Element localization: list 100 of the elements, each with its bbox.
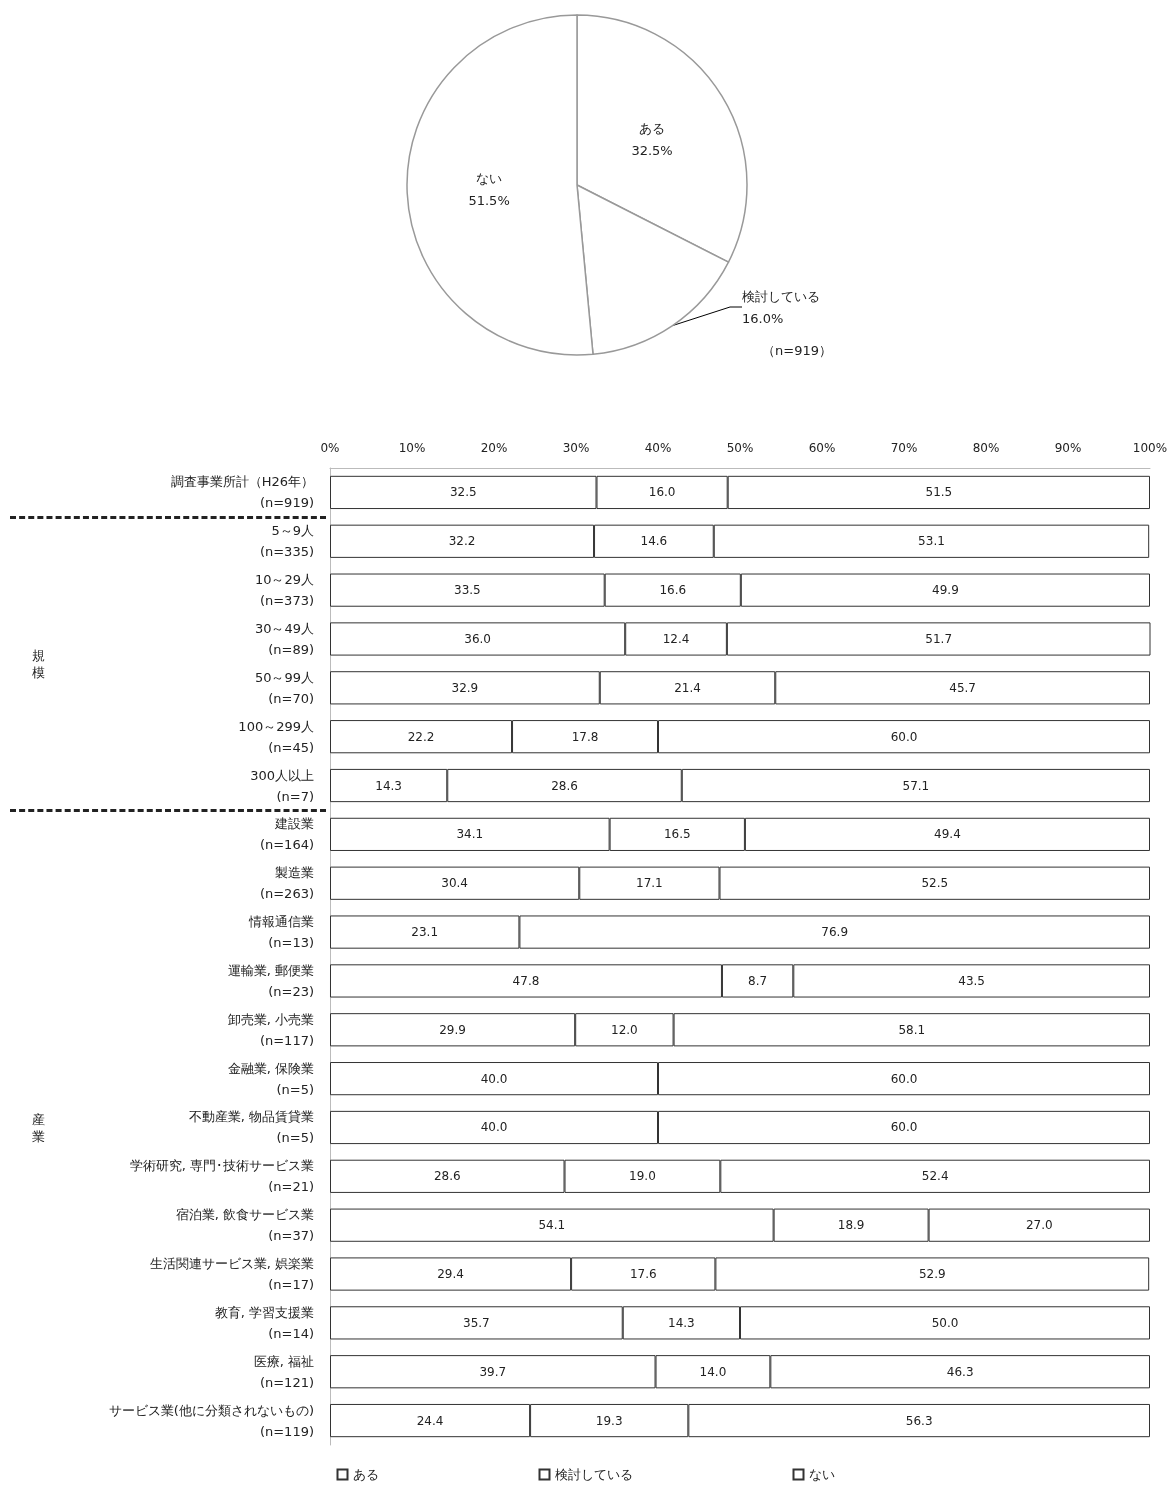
data-label: 50.0 [931, 1315, 959, 1330]
data-label: 16.0% [742, 310, 784, 326]
data-label: 52.9 [918, 1267, 946, 1282]
y-tick-label: 10～29人 (n=373) [254, 572, 314, 609]
data-label: 49.4 [934, 827, 961, 842]
y-tick-label: サービス業(他に分類されないもの) (n=119) [108, 1402, 314, 1439]
y-tick-label: 調査事業所計（H26年） (n=919) [170, 474, 314, 511]
text: 産業 [30, 1111, 46, 1146]
data-label: 49.9 [932, 583, 959, 598]
y-tick-label: 情報通信業 (n=13) [248, 914, 314, 951]
y-tick-label: 300人以上 (n=7) [250, 767, 314, 804]
x-tick-label: 30% [562, 441, 590, 455]
x-tick-label: 0% [320, 441, 340, 455]
data-label: 14.6 [640, 534, 668, 549]
x-tick-label: 100% [1132, 441, 1168, 455]
x-tick-label: 50% [726, 441, 754, 455]
y-tick-label: 製造業 (n=263) [259, 865, 314, 902]
data-label: 34.1 [456, 827, 484, 842]
data-label: 27.0 [1025, 1218, 1053, 1233]
data-label: 29.9 [439, 1022, 466, 1037]
data-label: 33.5 [453, 583, 481, 598]
y-tick-label: 教育, 学習支援業 (n=14) [214, 1304, 314, 1341]
y-tick-label: 30～49人 (n=89) [254, 620, 314, 657]
data-label: 19.3 [595, 1413, 623, 1428]
data-label: 52.5 [921, 876, 949, 891]
x-tick-label: 80% [972, 441, 1000, 455]
data-label: 16.6 [659, 583, 687, 598]
data-label: 35.7 [463, 1315, 490, 1330]
data-label: 60.0 [890, 1120, 918, 1135]
data-label: 51.5% [468, 192, 510, 208]
x-tick-label: 60% [808, 441, 836, 455]
data-label: 52.4 [921, 1169, 949, 1184]
data-label: 12.0 [611, 1022, 638, 1037]
data-label: 56.3 [905, 1413, 933, 1428]
data-label: 14.3 [375, 778, 402, 793]
data-label: 8.7 [748, 973, 768, 988]
slice-label: 検討している [742, 288, 820, 304]
data-label: 14.3 [668, 1315, 695, 1330]
data-label: 17.8 [571, 729, 599, 744]
data-label: 32.5 [449, 485, 477, 500]
data-label: 39.7 [479, 1364, 507, 1379]
data-label: 17.1 [636, 876, 663, 891]
y-tick-label: 学術研究, 専門･技術サービス業 (n=21) [129, 1158, 314, 1195]
y-tick-label: 100～299人 (n=45) [238, 718, 314, 755]
data-label: 32.5% [631, 142, 673, 158]
x-tick-label: 40% [644, 441, 672, 455]
data-label: 53.1 [918, 534, 945, 549]
legend-label: ある [352, 1467, 379, 1482]
data-label: 40.0 [480, 1120, 508, 1135]
text: 規模 [30, 647, 46, 682]
data-label: 21.4 [674, 680, 701, 695]
data-label: 19.0 [629, 1169, 656, 1184]
legend-label: ない [808, 1467, 835, 1482]
data-label: 51.7 [925, 631, 953, 646]
data-label: 40.0 [480, 1071, 508, 1086]
slice-label: ない [476, 170, 503, 186]
legend-label: 検討している [554, 1467, 633, 1482]
data-label: 60.0 [890, 1071, 918, 1086]
data-label: 51.5 [925, 485, 953, 500]
x-tick-label: 70% [890, 441, 918, 455]
data-label: 60.0 [890, 729, 918, 744]
data-label: 47.8 [512, 973, 540, 988]
data-label: 76.9 [821, 925, 849, 940]
y-tick-label: 運輸業, 郵便業 (n=23) [227, 962, 314, 999]
data-label: 30.4 [441, 876, 468, 891]
y-tick-label: 医療, 福祉 (n=121) [253, 1353, 314, 1390]
data-label: 17.6 [629, 1267, 657, 1282]
y-tick-label: 不動産業, 物品賃貸業 (n=5) [188, 1109, 314, 1146]
data-label: 43.5 [958, 973, 986, 988]
y-tick-label: 5～9人 (n=335) [259, 523, 314, 560]
data-label: 12.4 [662, 631, 690, 646]
y-tick-label: 生活関連サービス業, 娯楽業 (n=17) [149, 1256, 314, 1293]
text: （n=919） [762, 343, 832, 358]
data-label: 23.1 [411, 925, 439, 940]
data-label: 58.1 [898, 1022, 926, 1037]
data-label: 36.0 [464, 631, 491, 646]
data-label: 57.1 [902, 778, 930, 793]
slice-label: ある [639, 120, 666, 136]
y-tick-label: 宿泊業, 飲食サービス業 (n=37) [175, 1207, 314, 1244]
data-label: 45.7 [949, 680, 976, 695]
data-label: 16.5 [663, 827, 691, 842]
data-label: 24.4 [416, 1413, 444, 1428]
data-label: 32.2 [448, 534, 476, 549]
data-label: 54.1 [538, 1218, 566, 1233]
y-tick-label: 建設業 (n=164) [259, 816, 314, 853]
data-label: 14.0 [699, 1364, 727, 1379]
y-tick-label: 卸売業, 小売業 (n=117) [227, 1011, 314, 1048]
data-label: 46.3 [946, 1364, 974, 1379]
data-label: 18.9 [837, 1218, 865, 1233]
y-tick-label: 金融業, 保険業 (n=5) [227, 1060, 314, 1097]
x-tick-label: 10% [398, 441, 426, 455]
data-label: 29.4 [437, 1267, 464, 1282]
x-tick-label: 20% [480, 441, 508, 455]
data-label: 16.0 [648, 485, 676, 500]
x-tick-label: 90% [1054, 441, 1082, 455]
data-label: 22.2 [407, 729, 435, 744]
data-label: 28.6 [433, 1169, 461, 1184]
data-label: 28.6 [551, 778, 578, 793]
data-label: 32.9 [451, 680, 479, 695]
y-tick-label: 50～99人 (n=70) [254, 669, 314, 706]
